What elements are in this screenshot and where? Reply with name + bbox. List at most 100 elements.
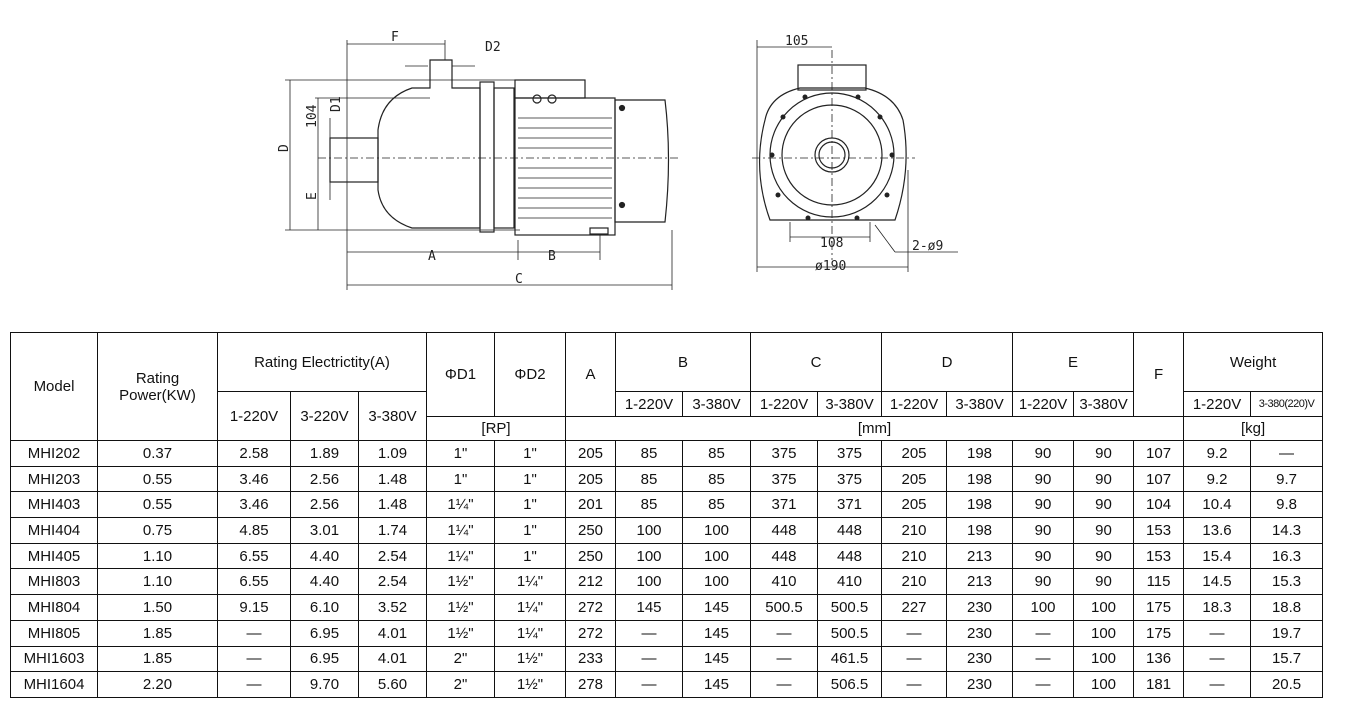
table-cell: 100: [615, 568, 683, 596]
table-cell: 250: [565, 542, 616, 570]
dim-label-108: 108: [820, 236, 843, 251]
table-cell: 1½": [426, 568, 495, 596]
table-cell: 3.52: [358, 594, 427, 621]
table-row: MHI203 0.55 3.46 2.56 1.48 1" 1" 205 85 85 375 375 2…: [10, 465, 1324, 493]
table-cell: 500.5: [750, 594, 819, 621]
table-cell: 0.37: [97, 440, 218, 467]
table-cell: 1": [494, 440, 566, 467]
table-cell: 100: [681, 517, 752, 544]
table-cell: 4.01: [358, 619, 427, 647]
table-cell: 210: [881, 542, 948, 570]
header-b-3-380v: 3-380V: [681, 391, 752, 417]
table-cell: 85: [681, 440, 752, 467]
table-cell: 104: [1133, 491, 1185, 519]
table-cell: 1.48: [358, 491, 427, 519]
dim-label-b: B: [548, 249, 556, 264]
dim-label-2-holes: 2-ø9: [912, 239, 943, 254]
table-cell: —: [1183, 619, 1252, 647]
table-cell: 9.70: [290, 671, 359, 698]
table-cell: 1": [494, 491, 566, 519]
table-cell: 100: [615, 517, 683, 544]
table-cell: 85: [615, 440, 683, 467]
header-a: A: [565, 332, 616, 417]
table-row: MHI1603 1.85—6.95 4.01 2" 1½" 233—145—461.5—2…: [10, 645, 1324, 673]
table-cell: 90: [1073, 440, 1135, 467]
model-cell: MHI405: [10, 542, 98, 570]
table-cell: —: [615, 619, 683, 647]
table-cell: 107: [1133, 440, 1185, 467]
header-weight-1-220v: 1-220V: [1183, 391, 1252, 417]
header-d: D: [881, 332, 1014, 392]
table-cell: 1¼": [426, 491, 495, 519]
table-cell: 107: [1133, 465, 1185, 493]
table-cell: 375: [817, 440, 883, 467]
table-cell: —: [881, 619, 948, 647]
table-cell: —: [750, 619, 819, 647]
table-cell: 1½": [426, 619, 495, 647]
table-row: MHI804 1.50 9.15 6.10 3.52 1½" 1¼" 272 145 145 500…: [10, 594, 1324, 621]
table-cell: 375: [750, 465, 819, 493]
table-cell: 19.7: [1250, 619, 1324, 647]
table-cell: 2.54: [358, 568, 427, 596]
pump-front-view: [752, 40, 958, 272]
table-cell: 3.46: [217, 465, 291, 493]
table-cell: 4.01: [358, 645, 427, 673]
table-cell: 0.55: [97, 465, 218, 493]
table-cell: —: [615, 671, 683, 698]
table-row: MHI403 0.55 3.46 2.56 1.48 1¼" 1" 201 85 85 371 371…: [10, 491, 1324, 519]
table-row: MHI803 1.10 6.55 4.40 2.54 1½" 1¼" 212 100 100 410…: [10, 568, 1324, 596]
model-cell: MHI803: [10, 568, 98, 596]
table-cell: 201: [565, 491, 616, 519]
table-cell: 90: [1073, 542, 1135, 570]
table-cell: 448: [817, 542, 883, 570]
table-cell: 461.5: [817, 645, 883, 673]
table-cell: 10.4: [1183, 491, 1252, 519]
table-cell: 18.3: [1183, 594, 1252, 621]
table-row: MHI404 0.75 4.85 3.01 1.74 1¼" 1" 250 100 100 448 4…: [10, 517, 1324, 544]
table-cell: 4.85: [217, 517, 291, 544]
unit-mm: [mm]: [564, 416, 1185, 441]
header-f: F: [1133, 332, 1185, 417]
dim-label-a: A: [428, 249, 436, 264]
model-cell: MHI203: [10, 465, 98, 493]
table-cell: 375: [817, 465, 883, 493]
table-cell: 205: [565, 465, 616, 493]
table-cell: 233: [565, 645, 616, 673]
table-cell: —: [1012, 671, 1075, 698]
table-cell: 1.09: [358, 440, 427, 467]
table-cell: —: [217, 619, 291, 647]
table-cell: 145: [681, 594, 752, 621]
table-cell: 213: [946, 542, 1014, 570]
table-cell: 1.50: [97, 594, 218, 621]
table-cell: 1.48: [358, 465, 427, 493]
table-cell: 2.54: [358, 542, 427, 570]
table-cell: 100: [1012, 594, 1075, 621]
header-d-3-380v: 3-380V: [946, 391, 1014, 417]
table-cell: 145: [681, 619, 752, 647]
table-cell: 448: [750, 542, 819, 570]
table-cell: 100: [681, 568, 752, 596]
table-cell: 4.40: [290, 568, 359, 596]
header-e: E: [1012, 332, 1135, 392]
table-cell: 181: [1133, 671, 1185, 698]
table-cell: 6.55: [217, 542, 291, 570]
table-cell: 1": [494, 542, 566, 570]
table-cell: 90: [1012, 517, 1075, 544]
table-cell: 410: [750, 568, 819, 596]
header-c-3-380v: 3-380V: [817, 391, 883, 417]
table-cell: 1½": [426, 594, 495, 621]
unit-rp: [RP]: [426, 416, 566, 441]
dim-label-e: E: [305, 192, 320, 200]
table-cell: 6.95: [290, 619, 359, 647]
table-row: MHI1604 2.20—9.70 5.60 2" 1½" 278—145—506.5—2…: [10, 671, 1324, 698]
model-cell: MHI202: [10, 440, 98, 467]
dim-label-105: 105: [785, 34, 808, 49]
table-cell: 5.60: [358, 671, 427, 698]
table-cell: 14.3: [1250, 517, 1324, 544]
table-cell: 9.2: [1183, 465, 1252, 493]
table-cell: 1¼": [426, 542, 495, 570]
table-cell: 15.4: [1183, 542, 1252, 570]
table-cell: 500.5: [817, 594, 883, 621]
table-cell: 1.10: [97, 568, 218, 596]
table-cell: 1.85: [97, 645, 218, 673]
